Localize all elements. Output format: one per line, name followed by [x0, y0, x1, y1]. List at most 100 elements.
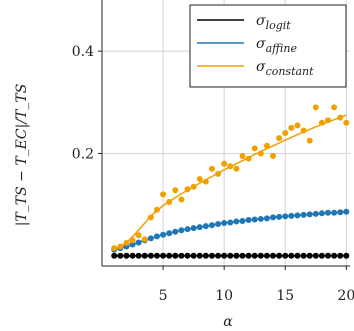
data-point-constant [331, 104, 338, 111]
data-point-constant [270, 153, 277, 160]
data-point-logit [117, 252, 124, 259]
data-point-logit [135, 252, 142, 259]
data-point-affine [288, 212, 295, 219]
data-point-constant [245, 155, 252, 162]
data-point-affine [178, 227, 185, 234]
data-point-logit [318, 252, 325, 259]
data-point-constant [153, 206, 160, 213]
data-point-affine [196, 224, 203, 231]
data-point-constant [257, 150, 264, 157]
data-point-constant [178, 196, 185, 203]
data-point-logit [270, 252, 277, 259]
data-point-logit [184, 252, 191, 259]
data-point-logit [263, 252, 270, 259]
data-point-constant [288, 124, 295, 131]
data-point-affine [147, 235, 154, 242]
data-point-logit [306, 252, 313, 259]
data-point-affine [282, 213, 289, 220]
data-point-logit [147, 252, 154, 259]
legend-box [189, 4, 347, 88]
data-point-affine [160, 231, 167, 238]
data-point-affine [153, 233, 160, 240]
x-tick-label: 15 [276, 288, 294, 304]
data-point-logit [190, 252, 197, 259]
data-point-affine [318, 210, 325, 217]
data-point-logit [208, 252, 215, 259]
data-point-affine [245, 216, 252, 223]
x-axis-label: α [223, 314, 233, 330]
data-point-logit [294, 252, 301, 259]
data-point-affine [343, 208, 350, 215]
data-point-logit [331, 252, 338, 259]
data-point-logit [288, 252, 295, 259]
data-point-affine [239, 217, 246, 224]
data-point-logit [245, 252, 252, 259]
data-point-affine [184, 226, 191, 233]
data-point-logit [141, 252, 148, 259]
data-point-constant [160, 191, 167, 198]
data-point-affine [215, 221, 222, 228]
data-point-logit [172, 252, 179, 259]
data-point-logit [196, 252, 203, 259]
data-point-constant [111, 245, 118, 252]
data-point-constant [123, 239, 130, 246]
series-constant [111, 104, 350, 252]
data-point-affine [257, 215, 264, 222]
data-point-logit [178, 252, 185, 259]
plot-area [111, 104, 350, 259]
data-point-constant [221, 160, 228, 167]
data-point-constant [337, 114, 344, 121]
data-point-affine [294, 212, 301, 219]
x-tick-label: 10 [215, 288, 233, 304]
y-tick-label: 0.4 [72, 44, 94, 60]
x-tick-label: 5 [159, 288, 168, 304]
data-point-logit [215, 252, 222, 259]
data-point-logit [325, 252, 332, 259]
data-point-logit [160, 252, 167, 259]
data-point-constant [276, 135, 283, 142]
legend: σlogit σaffine σconstant [197, 13, 314, 78]
data-point-logit [300, 252, 307, 259]
data-point-logit [282, 252, 289, 259]
data-point-constant [135, 232, 142, 239]
data-point-constant [141, 236, 148, 243]
series-logit [111, 252, 350, 259]
data-point-affine [306, 211, 313, 218]
data-point-affine [135, 239, 142, 246]
data-point-constant [233, 165, 240, 172]
data-point-constant [184, 186, 191, 193]
data-point-constant [343, 119, 350, 126]
data-point-constant [312, 104, 319, 111]
data-point-constant [208, 165, 215, 172]
data-point-logit [111, 252, 118, 259]
data-point-affine [233, 218, 240, 225]
data-point-constant [325, 117, 332, 124]
data-point-constant [166, 199, 173, 206]
data-point-affine [208, 222, 215, 229]
data-point-logit [123, 252, 130, 259]
data-point-affine [325, 209, 332, 216]
legend-label: σaffine [256, 36, 298, 55]
data-point-constant [196, 176, 203, 183]
data-point-constant [117, 243, 124, 250]
data-point-logit [276, 252, 283, 259]
y-axis: 0.2 0.4 [72, 0, 103, 266]
data-point-logit [153, 252, 160, 259]
data-point-constant [215, 170, 222, 177]
data-point-affine [202, 223, 209, 230]
data-point-constant [263, 142, 270, 149]
data-point-logit [337, 252, 344, 259]
data-point-affine [276, 213, 283, 220]
data-point-constant [306, 137, 313, 144]
data-point-constant [147, 214, 154, 221]
data-point-constant [172, 187, 179, 194]
data-point-constant [190, 183, 197, 190]
data-point-constant [294, 122, 301, 129]
data-point-logit [166, 252, 173, 259]
data-point-constant [202, 178, 209, 185]
data-point-logit [251, 252, 258, 259]
data-point-affine [251, 216, 258, 223]
data-point-constant [318, 119, 325, 126]
legend-label: σconstant [256, 59, 314, 78]
